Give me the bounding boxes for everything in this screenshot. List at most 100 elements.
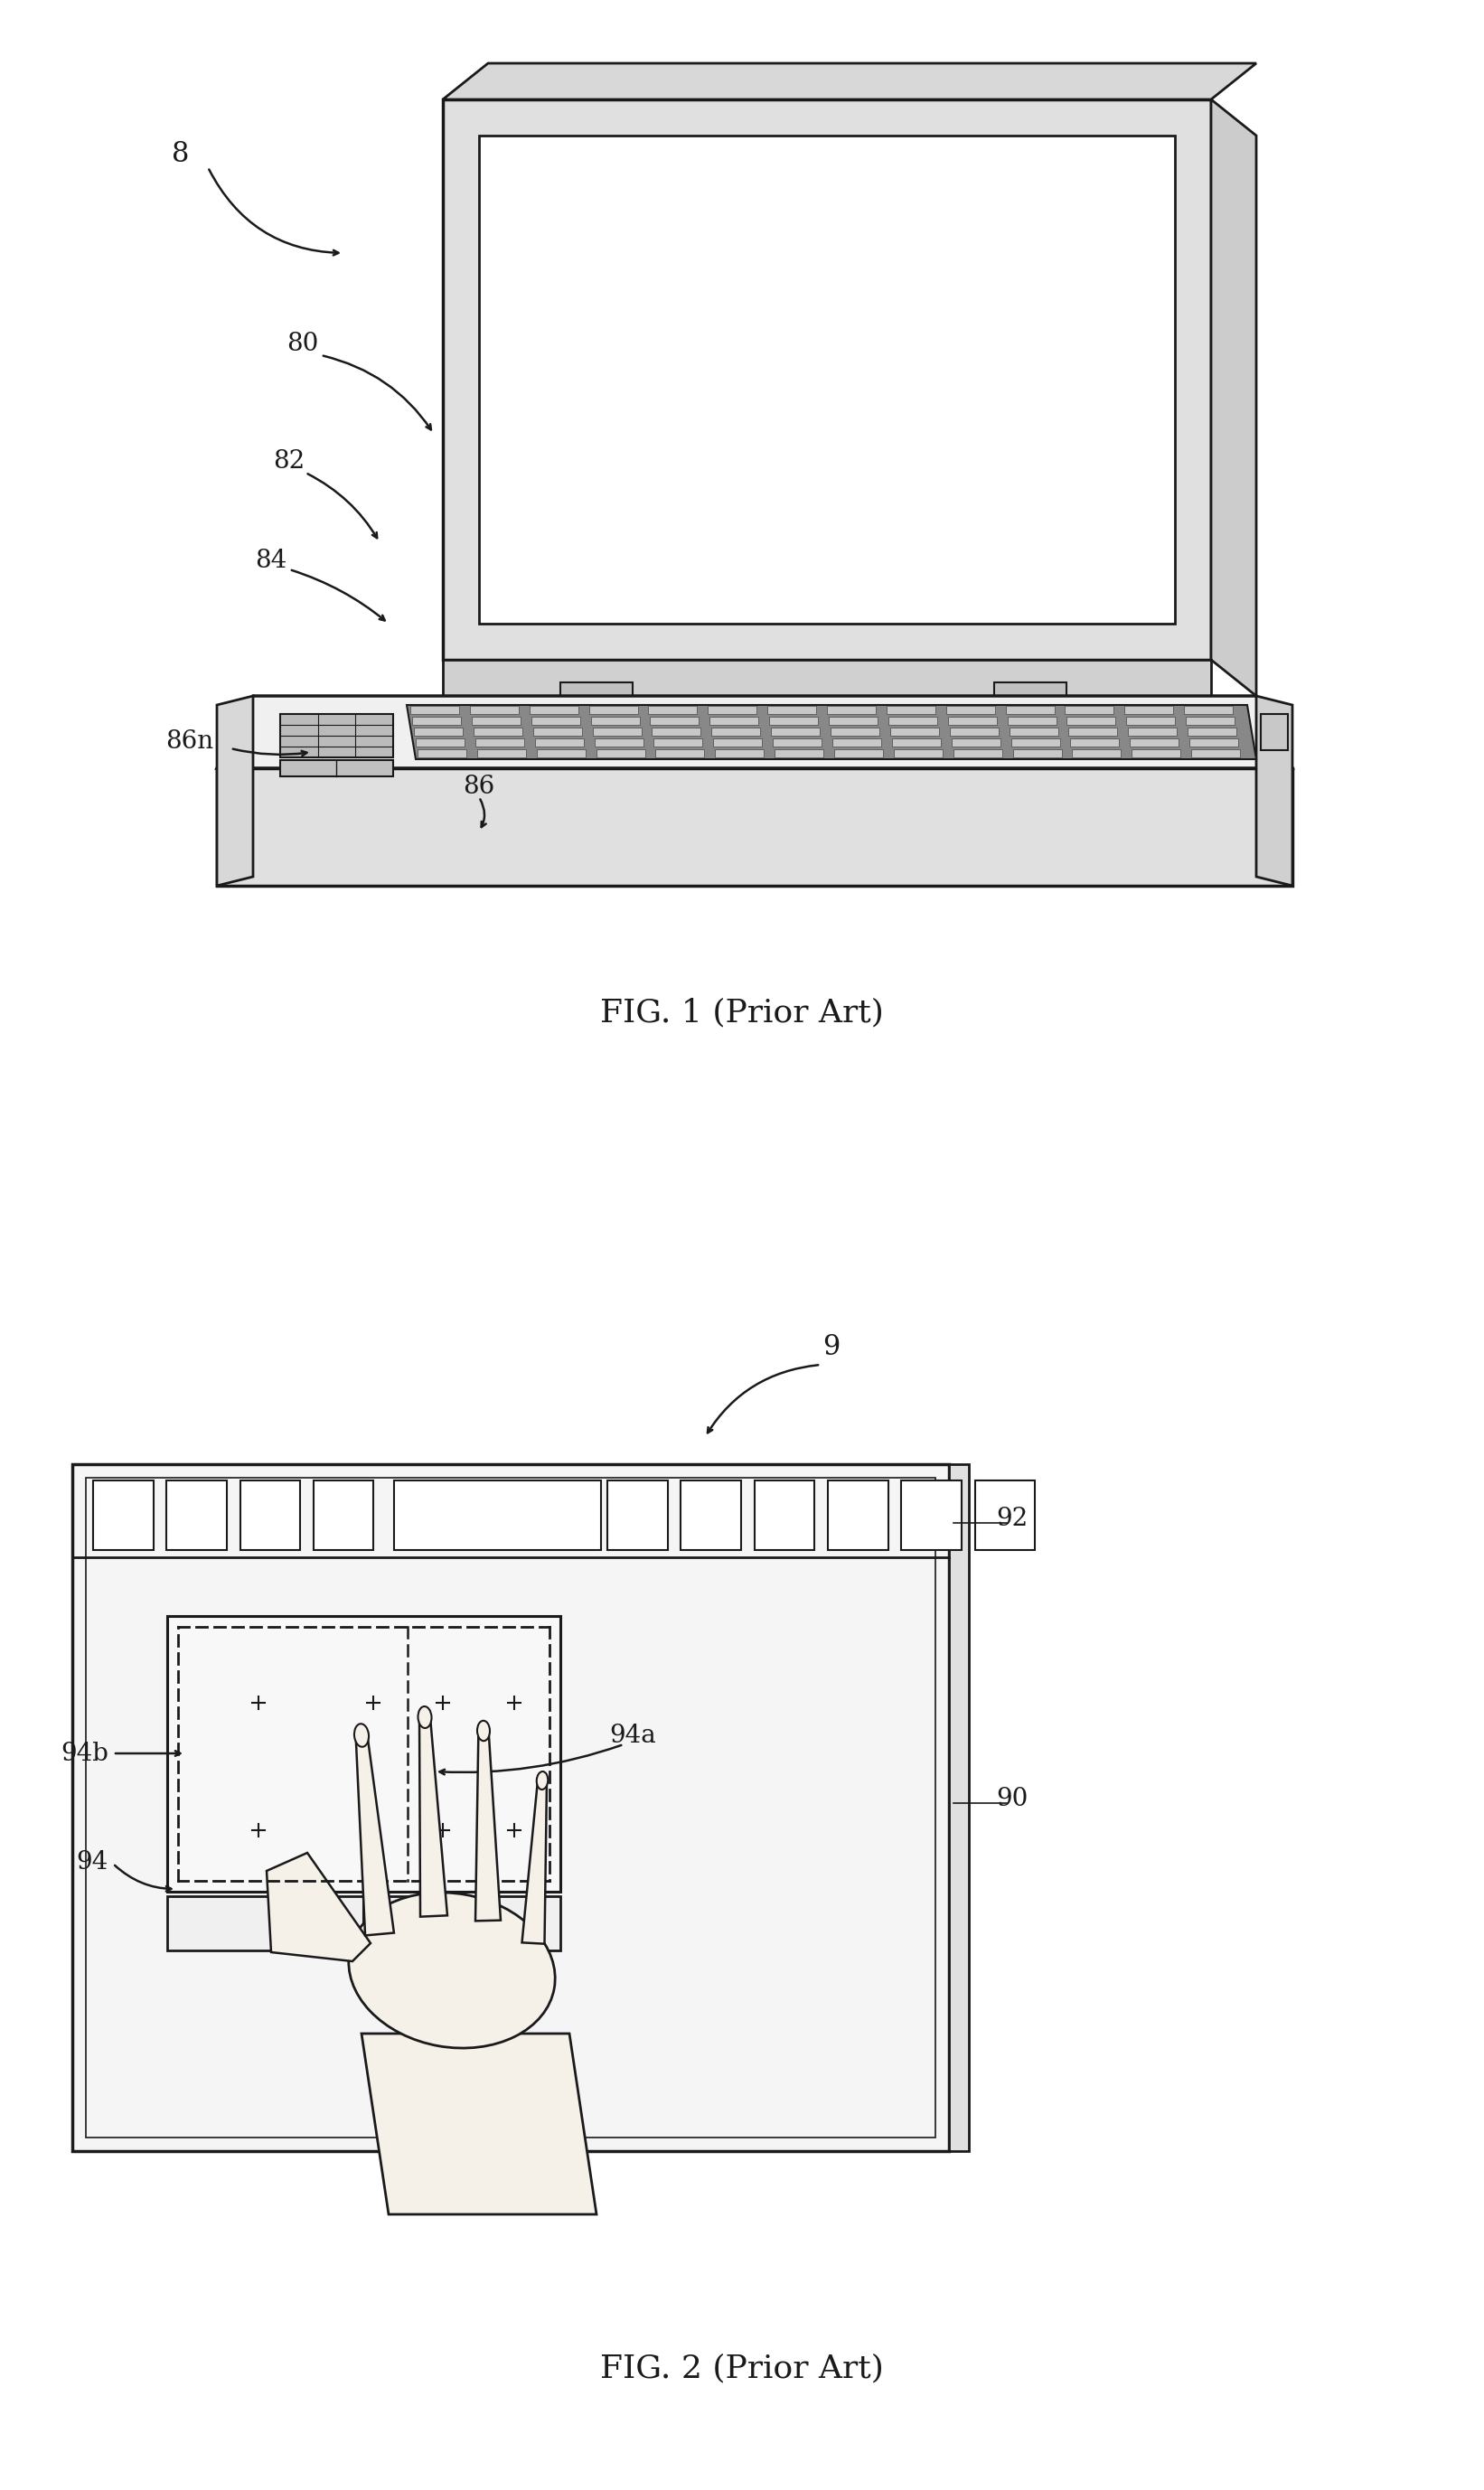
Polygon shape: [767, 705, 816, 715]
Polygon shape: [240, 1482, 300, 1551]
Polygon shape: [1068, 727, 1117, 735]
Text: 86n: 86n: [166, 730, 214, 754]
Polygon shape: [656, 749, 705, 757]
Polygon shape: [416, 740, 464, 747]
Polygon shape: [950, 727, 999, 735]
Polygon shape: [833, 740, 881, 747]
Polygon shape: [775, 749, 824, 757]
Polygon shape: [681, 1482, 741, 1551]
Polygon shape: [769, 717, 818, 725]
Polygon shape: [889, 717, 936, 725]
Polygon shape: [1187, 727, 1236, 735]
Polygon shape: [945, 705, 994, 715]
Polygon shape: [479, 134, 1175, 622]
Ellipse shape: [537, 1770, 548, 1790]
Polygon shape: [651, 727, 700, 735]
Polygon shape: [834, 749, 883, 757]
Polygon shape: [711, 727, 760, 735]
Text: FIG. 2 (Prior Art): FIG. 2 (Prior Art): [600, 2353, 884, 2383]
Polygon shape: [607, 1482, 668, 1551]
Polygon shape: [772, 727, 819, 735]
Polygon shape: [714, 740, 763, 747]
Ellipse shape: [418, 1706, 432, 1728]
Polygon shape: [1132, 749, 1181, 757]
Polygon shape: [708, 705, 757, 715]
Polygon shape: [1011, 740, 1060, 747]
Polygon shape: [1008, 717, 1057, 725]
Polygon shape: [1190, 740, 1238, 747]
Polygon shape: [589, 705, 638, 715]
Polygon shape: [533, 727, 582, 735]
Polygon shape: [597, 749, 646, 757]
Polygon shape: [217, 695, 1293, 769]
Polygon shape: [1129, 740, 1178, 747]
Polygon shape: [420, 1718, 447, 1917]
Polygon shape: [166, 1482, 227, 1551]
Polygon shape: [93, 1482, 153, 1551]
Polygon shape: [530, 705, 579, 715]
Polygon shape: [650, 717, 699, 725]
Polygon shape: [475, 1731, 500, 1920]
Polygon shape: [217, 769, 1293, 886]
Polygon shape: [1261, 715, 1288, 749]
Polygon shape: [413, 717, 462, 725]
Ellipse shape: [349, 1892, 555, 2049]
Polygon shape: [1186, 717, 1235, 725]
Polygon shape: [827, 705, 876, 715]
Polygon shape: [948, 1464, 969, 2151]
Polygon shape: [356, 1736, 393, 1935]
Polygon shape: [442, 62, 1257, 100]
Polygon shape: [1006, 705, 1054, 715]
Polygon shape: [1066, 705, 1114, 715]
Polygon shape: [951, 740, 1000, 747]
Polygon shape: [1192, 749, 1241, 757]
Polygon shape: [901, 1482, 962, 1551]
Polygon shape: [754, 1482, 815, 1551]
Ellipse shape: [355, 1723, 370, 1748]
Polygon shape: [267, 1853, 371, 1962]
Polygon shape: [1012, 749, 1061, 757]
Polygon shape: [168, 1897, 561, 1950]
Polygon shape: [709, 717, 758, 725]
Polygon shape: [654, 740, 702, 747]
Polygon shape: [592, 727, 641, 735]
Polygon shape: [594, 740, 643, 747]
Polygon shape: [1067, 717, 1116, 725]
Polygon shape: [280, 715, 393, 757]
Text: 80: 80: [286, 331, 319, 356]
Polygon shape: [1009, 727, 1058, 735]
Polygon shape: [393, 1482, 601, 1551]
Polygon shape: [414, 727, 463, 735]
Polygon shape: [893, 749, 942, 757]
Polygon shape: [1128, 727, 1177, 735]
Polygon shape: [470, 705, 518, 715]
Polygon shape: [828, 717, 877, 725]
Polygon shape: [1073, 749, 1120, 757]
Polygon shape: [591, 717, 640, 725]
Text: 90: 90: [996, 1785, 1028, 1810]
Polygon shape: [472, 717, 521, 725]
Text: 94b: 94b: [61, 1741, 108, 1765]
Polygon shape: [522, 1780, 546, 1945]
Text: 94a: 94a: [610, 1723, 656, 1748]
Polygon shape: [715, 749, 764, 757]
Polygon shape: [1126, 717, 1175, 725]
Polygon shape: [890, 727, 939, 735]
Polygon shape: [442, 660, 1211, 695]
Polygon shape: [561, 682, 632, 705]
Polygon shape: [217, 695, 254, 886]
Polygon shape: [892, 740, 941, 747]
Polygon shape: [1070, 740, 1119, 747]
Text: 84: 84: [255, 548, 286, 573]
Polygon shape: [1125, 705, 1174, 715]
Polygon shape: [537, 749, 585, 757]
Text: 8: 8: [172, 139, 190, 167]
Text: FIG. 1 (Prior Art): FIG. 1 (Prior Art): [600, 996, 884, 1028]
Polygon shape: [280, 759, 393, 777]
Polygon shape: [73, 1464, 948, 2151]
Polygon shape: [1257, 695, 1293, 886]
Text: 9: 9: [822, 1332, 840, 1360]
Polygon shape: [475, 740, 524, 747]
Polygon shape: [417, 749, 466, 757]
Ellipse shape: [478, 1721, 490, 1741]
